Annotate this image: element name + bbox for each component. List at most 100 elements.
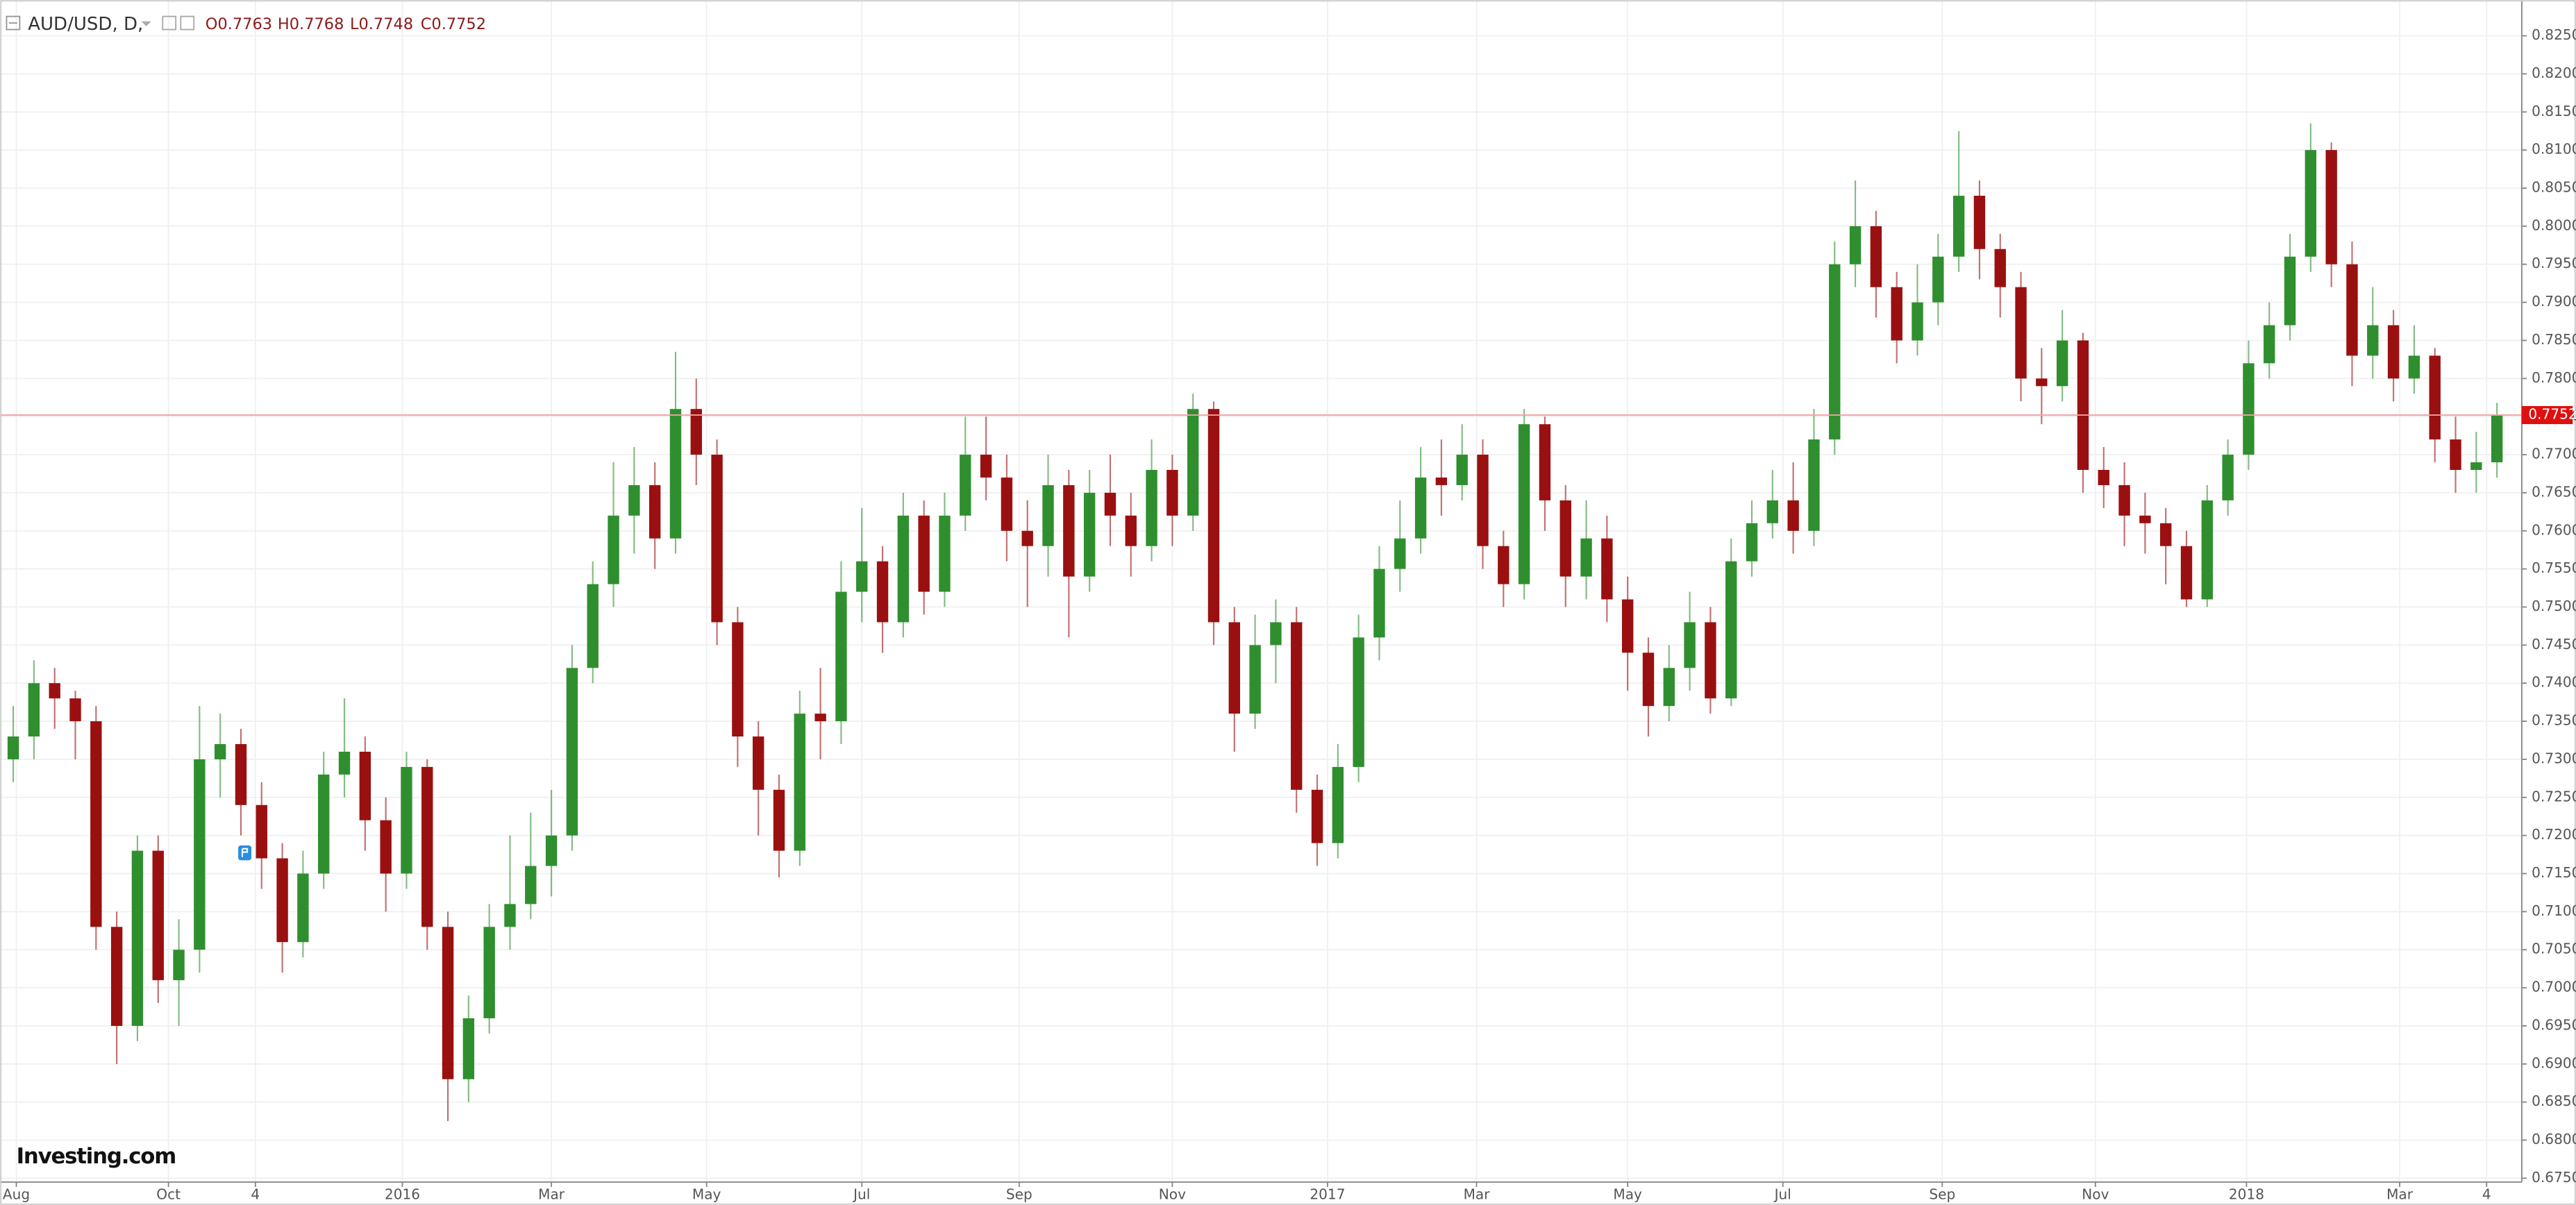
- symbol: AUD/USD, D,: [28, 14, 143, 35]
- candle-body: [608, 515, 619, 584]
- y-tick-label: 0.7300: [2532, 750, 2576, 766]
- x-tick-label: May: [692, 1186, 721, 1202]
- candle-body: [2243, 363, 2255, 455]
- candle-body: [2367, 325, 2379, 356]
- plot: [0, 123, 2522, 1122]
- candle-body: [1207, 409, 1220, 623]
- candle-body: [1125, 515, 1137, 546]
- y-tick-label: 0.8100: [2532, 141, 2576, 158]
- candle-body: [669, 409, 682, 539]
- x-tick-label: 4: [2482, 1186, 2491, 1202]
- candle-body: [1083, 492, 1096, 577]
- y-tick-label: 0.6750: [2532, 1169, 2576, 1186]
- candle-body: [318, 774, 330, 874]
- candle-body: [235, 743, 247, 805]
- candle-body: [2408, 355, 2420, 379]
- y-tick-label: 0.7600: [2532, 521, 2576, 538]
- candle-body: [1539, 424, 1551, 500]
- candle-body: [1684, 622, 1696, 668]
- candle-body: [173, 950, 185, 981]
- candle-body: [1394, 538, 1406, 569]
- candle-body: [835, 591, 847, 722]
- collapse-icon[interactable]: [6, 15, 21, 31]
- y-tick-label: 0.7650: [2532, 483, 2576, 500]
- candle-body: [69, 698, 81, 722]
- y-tick-label: 0.7200: [2532, 826, 2576, 843]
- candle-body: [2387, 325, 2400, 379]
- candle-body: [2180, 546, 2193, 600]
- candle-body: [152, 850, 164, 981]
- symbol-dropdown[interactable]: [141, 21, 151, 26]
- candle-body: [2305, 150, 2317, 257]
- candle-body: [732, 622, 744, 737]
- y-tick-label: 0.7500: [2532, 598, 2576, 614]
- candle-body: [1291, 622, 1303, 790]
- candle-body: [1456, 455, 1468, 485]
- candle-body: [525, 866, 537, 904]
- candle-body: [1870, 226, 1882, 287]
- candle-body: [566, 668, 578, 836]
- candle-body: [1311, 789, 1323, 843]
- candle-body: [359, 751, 371, 820]
- candle-body: [876, 561, 889, 623]
- candle-body: [628, 484, 640, 516]
- candle-body: [753, 736, 764, 790]
- candle-body: [1642, 652, 1655, 707]
- grid: [0, 0, 2522, 1182]
- y-tick-label: 0.7900: [2532, 293, 2576, 310]
- candle-body: [773, 789, 785, 851]
- last-price-label: 0.7752: [2528, 405, 2576, 422]
- candle-body: [2264, 325, 2275, 364]
- settings-icon[interactable]: [162, 15, 177, 31]
- candle-body: [2284, 256, 2296, 326]
- candle-body: [1663, 668, 1675, 707]
- candle-body: [939, 515, 951, 592]
- candle-body: [214, 743, 226, 759]
- candle-body: [2077, 340, 2089, 470]
- candle-body: [1373, 568, 1385, 638]
- x-tick-label: Nov: [2082, 1186, 2109, 1202]
- event-flag[interactable]: [238, 845, 252, 861]
- candle-body: [1580, 538, 1592, 577]
- x-tick-label: Jul: [852, 1186, 870, 1202]
- event-flag-box[interactable]: [238, 845, 252, 861]
- y-tick-label: 0.6900: [2532, 1054, 2576, 1071]
- candle-body: [421, 766, 433, 927]
- y-tick-label: 0.7100: [2532, 902, 2576, 919]
- ohlc-low: L0.7748: [350, 15, 413, 33]
- candle-body: [256, 804, 267, 859]
- logo: Investing.com: [17, 1144, 176, 1169]
- candle-body: [90, 721, 102, 927]
- candle-body: [1518, 424, 1530, 584]
- candle-body: [587, 584, 599, 668]
- candle-body: [2201, 500, 2214, 600]
- candle-body: [2098, 469, 2109, 485]
- candle-body: [1808, 439, 1820, 531]
- candle-body: [1249, 645, 1261, 714]
- y-tick-label: 0.7050: [2532, 941, 2576, 957]
- candle-body: [380, 820, 392, 874]
- candle-body: [1021, 530, 1033, 546]
- hide-icon[interactable]: [180, 15, 195, 31]
- y-tick-label: 0.7550: [2532, 559, 2576, 576]
- candle-body: [960, 455, 971, 516]
- candle-body: [1187, 409, 1199, 516]
- candle-body: [649, 484, 661, 539]
- x-tick-label: Nov: [1159, 1186, 1186, 1202]
- candle-body: [1994, 248, 2006, 287]
- x-tick-label: Jul: [1773, 1186, 1791, 1202]
- candle-body: [1001, 477, 1013, 531]
- y-tick-label: 0.6850: [2532, 1093, 2576, 1109]
- candle-body: [2450, 439, 2461, 470]
- candle-body: [7, 736, 19, 759]
- x-tick-label: Mar: [2386, 1186, 2414, 1202]
- y-tick-label: 0.8200: [2532, 65, 2576, 81]
- candle-body: [1912, 302, 1923, 341]
- candle-body: [2222, 455, 2234, 500]
- x-tick-label: 2016: [385, 1186, 420, 1202]
- candle-body: [338, 751, 351, 775]
- candle-body: [1725, 561, 1737, 699]
- x-tick-label: 4: [251, 1186, 260, 1202]
- candle-body: [1621, 599, 1634, 653]
